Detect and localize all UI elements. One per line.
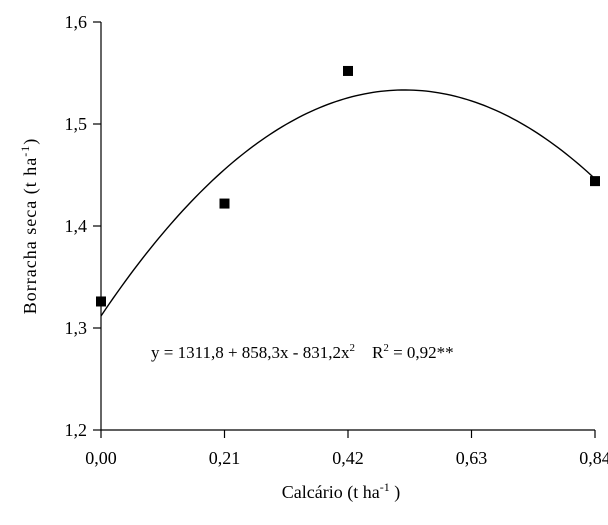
- x-axis-title: Calcário (t ha-1 ): [282, 480, 400, 503]
- y-tick-label: 1,2: [65, 420, 88, 440]
- y-tick-label: 1,4: [65, 216, 88, 236]
- y-tick-label: 1,5: [65, 114, 88, 134]
- y-axis-title: Borracha seca (t ha-1): [18, 138, 41, 314]
- x-axis-title-text: Calcário (t ha: [282, 482, 380, 503]
- y-axis-title-text: Borracha seca (t ha: [20, 157, 41, 314]
- data-point: [590, 176, 600, 187]
- r2-label: R: [372, 343, 384, 362]
- equation-exponent: 2: [349, 342, 355, 354]
- r2-value: = 0,92**: [389, 343, 454, 362]
- data-point: [343, 65, 353, 76]
- x-axis-title-end: ): [390, 482, 401, 503]
- r2-exponent: 2: [383, 342, 389, 354]
- y-ticks: 1,2 1,3 1,4 1,5 1,6: [65, 12, 101, 440]
- x-tick-label: 0,21: [209, 448, 241, 468]
- x-tick-label: 0,63: [456, 448, 488, 468]
- y-axis-title-end: ): [20, 138, 41, 145]
- data-point: [96, 296, 106, 307]
- equation-text: y = 1311,8 + 858,3x - 831,2x: [151, 343, 350, 362]
- equation-annotation: y = 1311,8 + 858,3x - 831,2x2 R2 = 0,92**: [151, 342, 454, 362]
- y-tick-label: 1,6: [65, 12, 88, 32]
- y-axis-title-exponent: -1: [18, 145, 32, 157]
- x-tick-label: 0,00: [85, 448, 117, 468]
- x-tick-label: 0,42: [332, 448, 364, 468]
- fit-curve: [100, 89, 596, 317]
- data-point: [219, 198, 230, 209]
- x-ticks: 0,00 0,21 0,42 0,63 0,84: [85, 430, 608, 468]
- x-tick-label: 0,84: [579, 448, 608, 468]
- y-tick-label: 1,3: [65, 318, 88, 338]
- data-points: [96, 65, 600, 307]
- x-axis-title-exponent: -1: [380, 480, 390, 494]
